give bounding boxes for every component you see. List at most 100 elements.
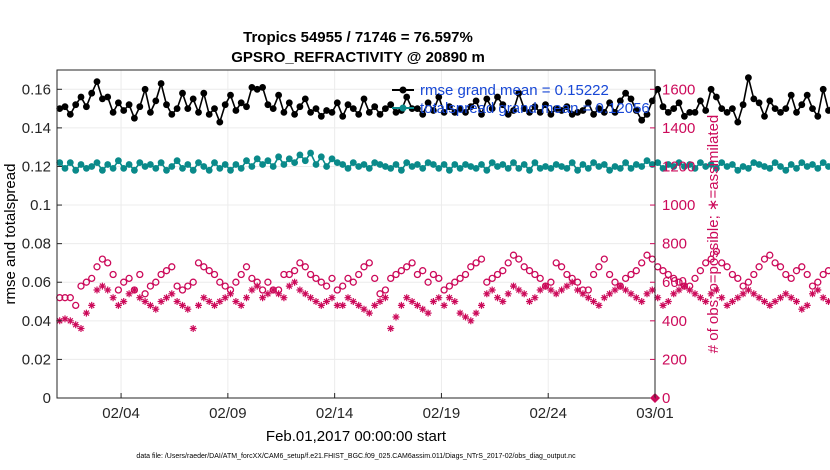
series-0-point-76 — [462, 109, 469, 116]
series-0-point-60 — [376, 111, 384, 118]
series-2-point-3 — [72, 301, 80, 310]
series-0-point-128 — [739, 101, 747, 109]
series-0-point-53 — [339, 112, 347, 120]
series-1-point-143 — [819, 159, 827, 167]
series-0-point-38 — [259, 84, 266, 91]
series-0-point-83 — [499, 101, 507, 109]
series-0-point-62 — [387, 101, 395, 109]
series-3-point-95 — [563, 282, 571, 290]
series-2-point-68 — [419, 267, 427, 275]
series-2-point-101 — [595, 263, 603, 271]
series-2-point-5 — [82, 278, 91, 286]
series-0-point-131 — [755, 99, 763, 107]
series-2-point-77 — [467, 263, 475, 271]
series-2-point-20 — [162, 267, 171, 275]
y-right-tick-label-2: 400 — [662, 313, 687, 330]
series-1-point-49 — [317, 153, 325, 161]
series-2-point-27 — [200, 263, 208, 271]
series-1-point-2 — [66, 159, 74, 167]
series-1-point-66 — [408, 163, 416, 170]
series-0-point-48 — [312, 105, 320, 112]
series-0-point-114 — [664, 109, 672, 116]
series-0-point-135 — [777, 109, 784, 116]
series-3-point-36 — [248, 286, 256, 294]
series-1 — [56, 149, 830, 174]
series-0-point-94 — [558, 107, 565, 114]
series-3-point-43 — [285, 282, 293, 290]
series-2-point-128 — [739, 282, 747, 290]
series-1-point-42 — [280, 161, 288, 168]
series-0-point-9 — [104, 93, 112, 101]
series-0-point-67 — [414, 105, 421, 112]
series-1-point-68 — [419, 165, 427, 172]
series-2-point-38 — [258, 286, 267, 294]
series-3-point-63 — [392, 313, 400, 321]
series-2-point-44 — [290, 267, 299, 275]
series-1-point-58 — [365, 165, 373, 172]
series-2-point-62 — [387, 274, 395, 283]
series-3-point-135 — [777, 294, 784, 302]
series-3-point-46 — [301, 290, 309, 298]
series-3-point-121 — [702, 298, 710, 305]
series-3-point-48 — [312, 298, 320, 305]
series-0-point-8 — [99, 95, 106, 103]
series-1-point-92 — [547, 165, 555, 172]
y-right-tick-label-7: 1400 — [662, 120, 695, 137]
series-2-point-45 — [296, 259, 304, 267]
series-2-point-58 — [365, 259, 373, 267]
series-0-point-87 — [520, 105, 528, 112]
series-1-point-48 — [312, 161, 320, 168]
series-2-point-82 — [493, 270, 502, 279]
series-2-point-125 — [723, 263, 731, 271]
series-3-point-118 — [686, 286, 694, 294]
series-1-point-35 — [243, 157, 250, 165]
series-3-point-71 — [435, 294, 443, 302]
series-0-point-23 — [179, 89, 186, 97]
series-2-point-89 — [531, 270, 539, 279]
series-3-point-82 — [494, 294, 501, 302]
series-0-point-41 — [275, 91, 282, 99]
series-0-point-105 — [616, 97, 624, 105]
series-1-point-131 — [755, 161, 763, 168]
series-3-point-19 — [157, 298, 165, 305]
series-0-point-89 — [531, 103, 539, 111]
series-2-point-144 — [824, 267, 830, 275]
series-3-point-128 — [739, 290, 747, 298]
series-3-point-136 — [782, 290, 790, 298]
series-2-point-22 — [173, 282, 181, 290]
series-2-point-7 — [93, 263, 101, 271]
series-1-point-87 — [520, 161, 528, 168]
y-left-tick-label-6: 0.12 — [22, 158, 51, 175]
legend-spread-label: totalspread grand mean = 0.12056 — [420, 100, 650, 117]
series-2-point-1 — [61, 294, 69, 302]
series-0-point-109 — [638, 116, 646, 124]
series-1-point-63 — [392, 161, 400, 168]
series-3-point-83 — [499, 298, 507, 305]
series-2-point-18 — [152, 278, 160, 286]
series-1-point-36 — [248, 163, 256, 170]
y-right-tick-label-6: 1200 — [662, 158, 695, 175]
series-1-point-23 — [179, 165, 186, 172]
series-2-point-10 — [109, 270, 117, 279]
series-0-point-20 — [163, 101, 170, 109]
series-0-point-110 — [643, 111, 651, 118]
series-1-point-128 — [739, 163, 747, 170]
series-0-point-49 — [317, 112, 325, 120]
series-3-point-126 — [728, 298, 736, 305]
series-0-point-102 — [600, 109, 608, 116]
series-3-point-85 — [510, 282, 517, 290]
series-3-point-132 — [761, 298, 768, 305]
series-3-point-70 — [429, 298, 437, 305]
series-2-point-47 — [306, 270, 315, 279]
series-1-point-93 — [552, 161, 560, 168]
series-1-point-6 — [88, 163, 96, 170]
x-tick-label-0: 02/04 — [102, 405, 140, 422]
series-2-point-59 — [371, 274, 379, 283]
series-2-point-119 — [691, 274, 699, 283]
series-0-point-144 — [825, 107, 830, 114]
series-3-point-73 — [445, 294, 453, 302]
data-file-footnote: data file: /Users/raeder/DAI/ATM_forcXX/… — [136, 453, 576, 460]
series-3-point-3 — [72, 321, 80, 329]
series-3-point-110 — [643, 290, 651, 298]
